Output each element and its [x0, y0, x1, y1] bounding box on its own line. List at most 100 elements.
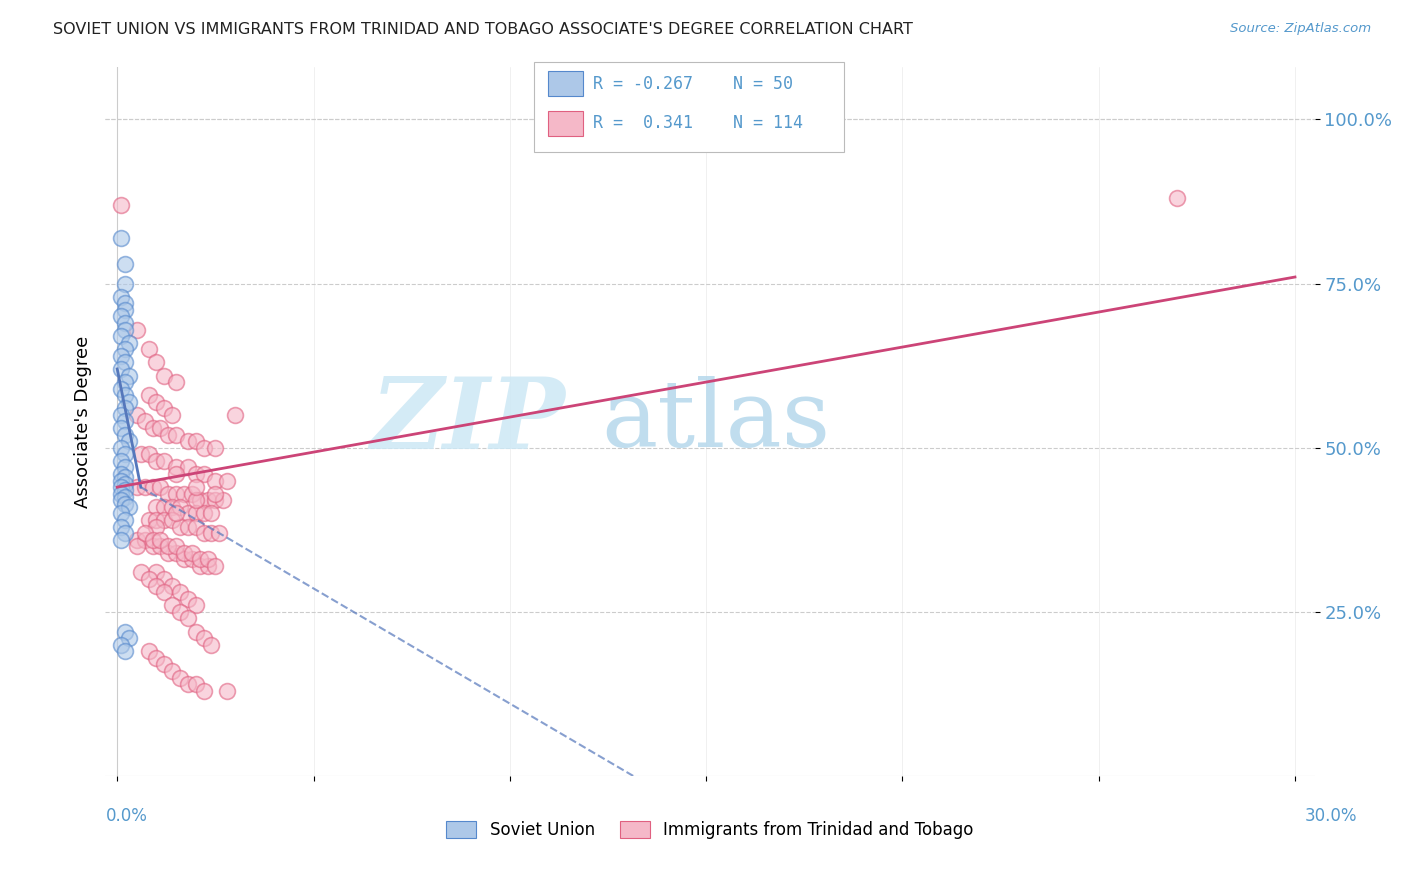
- Point: [114, 470, 136, 484]
- Point: [200, 526, 222, 541]
- Point: [184, 507, 207, 521]
- Point: [110, 329, 132, 343]
- Point: [197, 493, 219, 508]
- Point: [160, 579, 183, 593]
- Point: [169, 585, 191, 599]
- Point: [142, 480, 165, 494]
- Point: [118, 500, 141, 514]
- Point: [145, 513, 167, 527]
- Point: [118, 368, 141, 383]
- Point: [169, 500, 191, 514]
- Point: [160, 500, 183, 514]
- Point: [110, 362, 132, 376]
- Point: [153, 368, 176, 383]
- Point: [114, 355, 136, 369]
- Point: [188, 558, 211, 573]
- Point: [184, 599, 207, 613]
- Point: [173, 486, 195, 500]
- Point: [169, 605, 191, 619]
- Point: [184, 480, 207, 494]
- Point: [114, 277, 136, 291]
- Point: [134, 526, 156, 541]
- Point: [125, 539, 148, 553]
- Point: [138, 572, 160, 586]
- Point: [153, 572, 176, 586]
- Point: [184, 493, 207, 508]
- Point: [193, 631, 215, 645]
- Point: [165, 546, 187, 560]
- Point: [110, 349, 132, 363]
- Text: Source: ZipAtlas.com: Source: ZipAtlas.com: [1230, 22, 1371, 36]
- Point: [204, 441, 226, 455]
- Point: [169, 671, 191, 685]
- Point: [217, 683, 239, 698]
- Text: R =  0.341    N = 114: R = 0.341 N = 114: [593, 114, 803, 132]
- Point: [180, 546, 202, 560]
- Point: [145, 566, 167, 580]
- Point: [165, 375, 187, 389]
- Point: [160, 513, 183, 527]
- Point: [224, 408, 246, 422]
- Point: [153, 454, 176, 468]
- Point: [160, 408, 183, 422]
- Point: [114, 490, 136, 504]
- Point: [153, 513, 176, 527]
- Point: [160, 599, 183, 613]
- Point: [204, 486, 226, 500]
- Point: [149, 539, 172, 553]
- Point: [114, 483, 136, 498]
- Point: [118, 335, 141, 350]
- Point: [118, 434, 141, 449]
- Point: [114, 322, 136, 336]
- Point: [153, 401, 176, 416]
- Point: [184, 434, 207, 449]
- Point: [160, 664, 183, 678]
- Point: [177, 434, 200, 449]
- Point: [157, 539, 180, 553]
- Point: [193, 507, 215, 521]
- Point: [134, 480, 156, 494]
- Point: [197, 552, 219, 566]
- Point: [114, 447, 136, 461]
- Point: [138, 447, 160, 461]
- Point: [177, 591, 200, 606]
- Text: 0.0%: 0.0%: [105, 807, 148, 825]
- Point: [149, 533, 172, 547]
- Text: R = -0.267    N = 50: R = -0.267 N = 50: [593, 75, 793, 93]
- Point: [125, 533, 148, 547]
- Point: [157, 427, 180, 442]
- Point: [125, 322, 148, 336]
- Point: [114, 296, 136, 310]
- Point: [142, 421, 165, 435]
- Point: [1166, 191, 1188, 205]
- Point: [118, 631, 141, 645]
- Point: [114, 343, 136, 357]
- Text: SOVIET UNION VS IMMIGRANTS FROM TRINIDAD AND TOBAGO ASSOCIATE'S DEGREE CORRELATI: SOVIET UNION VS IMMIGRANTS FROM TRINIDAD…: [53, 22, 914, 37]
- Point: [177, 611, 200, 625]
- Point: [114, 497, 136, 511]
- Point: [114, 257, 136, 271]
- Point: [114, 644, 136, 658]
- Point: [110, 507, 132, 521]
- Point: [165, 460, 187, 475]
- Point: [177, 677, 200, 691]
- Point: [114, 427, 136, 442]
- Point: [184, 467, 207, 481]
- Point: [193, 683, 215, 698]
- Point: [180, 486, 202, 500]
- Point: [110, 533, 132, 547]
- Point: [180, 552, 202, 566]
- Point: [110, 519, 132, 533]
- Point: [125, 480, 148, 494]
- Point: [145, 500, 167, 514]
- Point: [129, 447, 152, 461]
- Point: [110, 382, 132, 396]
- Point: [184, 519, 207, 533]
- Point: [149, 480, 172, 494]
- Point: [165, 467, 187, 481]
- Point: [204, 493, 226, 508]
- Point: [114, 513, 136, 527]
- Point: [110, 290, 132, 304]
- Point: [173, 546, 195, 560]
- Point: [149, 421, 172, 435]
